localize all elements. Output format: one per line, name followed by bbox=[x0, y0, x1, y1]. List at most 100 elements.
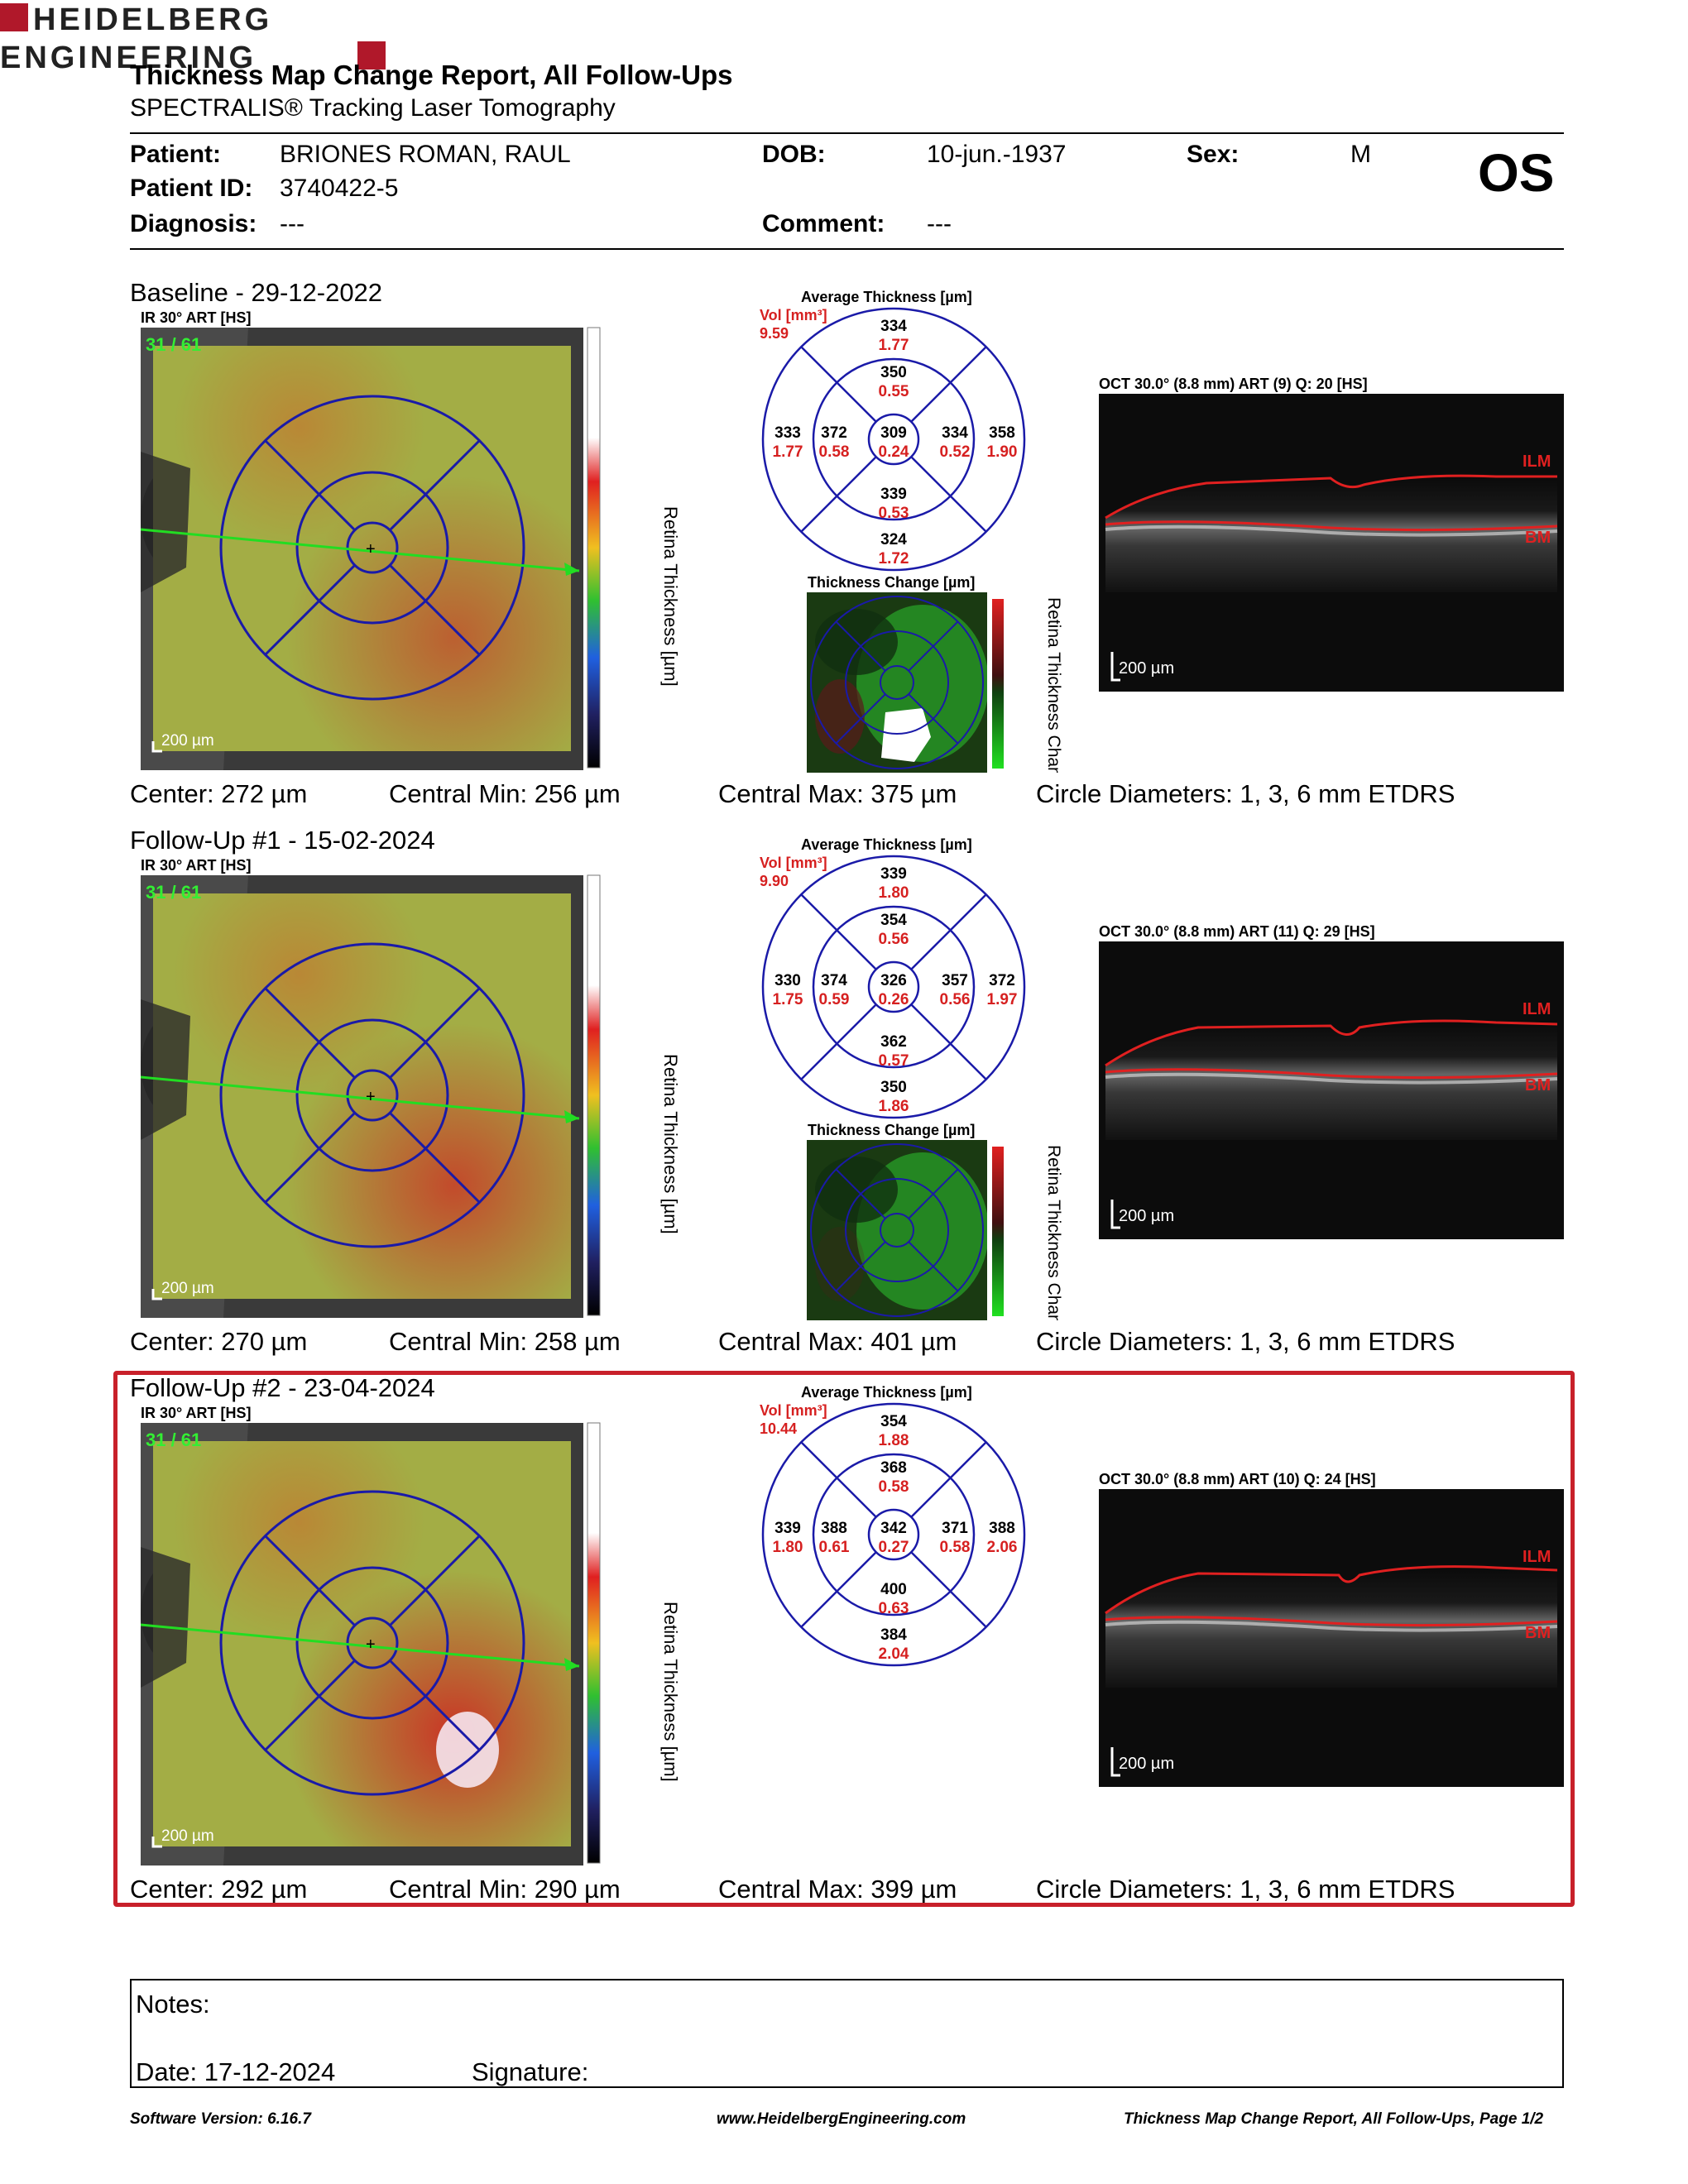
central-max-stat: Central Max: 399 µm bbox=[718, 1875, 957, 1904]
svg-text:Retina Thickness Change: Retina Thickness Change bbox=[1044, 1145, 1063, 1320]
central-max-stat: Central Max: 401 µm bbox=[718, 1327, 957, 1357]
sector-thickness: 400 bbox=[880, 1581, 907, 1598]
thickness-change-map-container bbox=[807, 1140, 989, 1320]
sector-outer-right: 372 1.97 bbox=[973, 971, 1031, 1009]
circle-diameters-stat: Circle Diameters: 1, 3, 6 mm ETDRS bbox=[1036, 1875, 1455, 1904]
visit-block: Follow-Up #1 - 15-02-2024 IR 30° ART [HS… bbox=[0, 826, 1688, 1372]
patient-id-label: Patient ID: bbox=[130, 175, 253, 202]
patient-divider bbox=[130, 248, 1564, 250]
visit-block: Follow-Up #2 - 23-04-2024 IR 30° ART [HS… bbox=[0, 1373, 1688, 1919]
sector-volume: 0.26 bbox=[878, 991, 909, 1008]
sex-label: Sex: bbox=[1187, 141, 1240, 168]
svg-text:31 / 61: 31 / 61 bbox=[146, 334, 201, 355]
thickness-colorbar: Retina Thickness [µm] bbox=[587, 874, 681, 1316]
eye-label: OS bbox=[1478, 143, 1555, 203]
oct-bscan-image: ILM BM 200 µm bbox=[1099, 941, 1564, 1239]
sector-inner-top: 354 0.56 bbox=[865, 911, 923, 949]
svg-text:+: + bbox=[366, 1636, 376, 1654]
sector-center: 342 0.27 bbox=[865, 1519, 923, 1557]
central-max-value: 375 µm bbox=[870, 779, 957, 808]
oct-label: OCT 30.0° (8.8 mm) ART (9) Q: 20 [HS] bbox=[1099, 376, 1368, 392]
sector-outer-bottom: 384 2.04 bbox=[865, 1626, 923, 1664]
comment-value: --- bbox=[927, 210, 952, 237]
signature-label: Signature: bbox=[472, 2057, 589, 2086]
dob-value: 10-jun.-1937 bbox=[927, 141, 1067, 168]
center-value: 272 µm bbox=[221, 779, 308, 808]
avg-thickness-label: Average Thickness [µm] bbox=[801, 289, 972, 305]
sector-volume: 1.90 bbox=[986, 443, 1018, 461]
central-max-label: Central Max: bbox=[718, 1327, 864, 1356]
sector-thickness: 362 bbox=[880, 1033, 907, 1051]
oct-label: OCT 30.0° (8.8 mm) ART (11) Q: 29 [HS] bbox=[1099, 923, 1375, 940]
svg-text:200 µm: 200 µm bbox=[1119, 1207, 1174, 1225]
sector-outer-right: 358 1.90 bbox=[973, 424, 1031, 462]
vol-label: Vol [mm³] bbox=[760, 855, 827, 871]
center-label: Center: bbox=[130, 1875, 214, 1904]
sector-volume: 0.58 bbox=[939, 1539, 971, 1556]
svg-text:Retina Thickness Change: Retina Thickness Change bbox=[1044, 597, 1063, 773]
notes-label: Notes: bbox=[136, 1990, 210, 2019]
svg-text:200 µm: 200 µm bbox=[161, 1280, 214, 1297]
circle-diameters-stat: Circle Diameters: 1, 3, 6 mm ETDRS bbox=[1036, 779, 1455, 809]
visit-title: Follow-Up #2 - 23-04-2024 bbox=[130, 1373, 435, 1402]
svg-text:200 µm: 200 µm bbox=[1119, 659, 1174, 678]
footer-url[interactable]: www.HeidelbergEngineering.com bbox=[717, 2110, 966, 2128]
center-stat: Center: 292 µm bbox=[130, 1875, 307, 1904]
ir-label: IR 30° ART [HS] bbox=[141, 1405, 252, 1421]
circle-diameters-label: Circle Diameters: bbox=[1036, 1875, 1233, 1904]
vol-value: 9.59 bbox=[760, 325, 789, 342]
sector-volume: 1.77 bbox=[878, 337, 909, 354]
central-min-label: Central Min: bbox=[389, 779, 528, 808]
sector-inner-left: 372 0.58 bbox=[805, 424, 863, 462]
thickness-colorbar: Retina Thickness [µm] bbox=[587, 1422, 681, 1864]
oct-bscan: ILM BM 200 µm bbox=[1099, 1489, 1564, 1787]
svg-text:BM: BM bbox=[1525, 1076, 1551, 1094]
sector-thickness: 354 bbox=[880, 912, 907, 929]
sector-outer-right: 388 2.06 bbox=[973, 1519, 1031, 1557]
oct-label: OCT 30.0° (8.8 mm) ART (10) Q: 24 [HS] bbox=[1099, 1471, 1376, 1487]
svg-text:BM: BM bbox=[1525, 529, 1551, 547]
circle-diameters-label: Circle Diameters: bbox=[1036, 1327, 1233, 1356]
footer-page-info: Thickness Map Change Report, All Follow-… bbox=[1124, 2110, 1544, 2128]
center-stat: Center: 272 µm bbox=[130, 779, 307, 809]
svg-text:BM: BM bbox=[1525, 1624, 1551, 1642]
sector-inner-right: 357 0.56 bbox=[926, 971, 984, 1009]
sector-thickness: 388 bbox=[989, 1520, 1015, 1537]
sector-thickness: 388 bbox=[821, 1520, 847, 1537]
svg-text:ENGINEERING: ENGINEERING bbox=[0, 41, 257, 73]
svg-text:+: + bbox=[366, 1088, 376, 1106]
thickness-change-colorbar: Retina Thickness Change bbox=[992, 1145, 1063, 1343]
notes-box[interactable] bbox=[130, 1979, 1564, 2088]
diagnosis-value: --- bbox=[280, 210, 305, 237]
sector-thickness: 371 bbox=[942, 1520, 968, 1537]
colorbar-container: Retina Thickness [µm] bbox=[583, 865, 695, 1329]
central-max-value: 399 µm bbox=[870, 1875, 957, 1904]
svg-text:200 µm: 200 µm bbox=[161, 732, 214, 750]
thickness-change-bar-container: Retina Thickness Change bbox=[987, 594, 1070, 796]
central-min-value: 290 µm bbox=[534, 1875, 621, 1904]
colorbar-container: Retina Thickness [µm] bbox=[583, 1413, 695, 1876]
sector-inner-bottom: 362 0.57 bbox=[865, 1032, 923, 1070]
sector-thickness: 324 bbox=[880, 531, 907, 548]
central-min-label: Central Min: bbox=[389, 1327, 528, 1356]
thickness-map-image: 31 / 61 + 200 µm bbox=[140, 328, 583, 770]
colorbar-container: Retina Thickness [µm] bbox=[583, 318, 695, 781]
central-max-stat: Central Max: 375 µm bbox=[718, 779, 957, 809]
sector-thickness: 368 bbox=[880, 1459, 907, 1477]
sector-volume: 0.59 bbox=[818, 991, 850, 1008]
oct-bscan: ILM BM 200 µm bbox=[1099, 941, 1564, 1239]
oct-bscan: ILM BM 200 µm bbox=[1099, 394, 1564, 692]
vol-value: 9.90 bbox=[760, 873, 789, 889]
patient-name-label: Patient: bbox=[130, 141, 222, 168]
dob-label: DOB: bbox=[762, 141, 826, 168]
svg-text:HEIDELBERG: HEIDELBERG bbox=[33, 2, 272, 37]
thickness-change-map bbox=[807, 1140, 989, 1320]
avg-thickness-label: Average Thickness [µm] bbox=[801, 1384, 972, 1401]
central-min-stat: Central Min: 256 µm bbox=[389, 779, 621, 809]
thickness-change-label: Thickness Change [µm] bbox=[808, 574, 976, 591]
sector-thickness: 339 bbox=[880, 486, 907, 503]
sector-inner-right: 371 0.58 bbox=[926, 1519, 984, 1557]
svg-text:Retina Thickness [µm]: Retina Thickness [µm] bbox=[660, 1054, 681, 1234]
sector-thickness: 334 bbox=[942, 424, 968, 442]
sector-outer-top: 354 1.88 bbox=[865, 1412, 923, 1450]
